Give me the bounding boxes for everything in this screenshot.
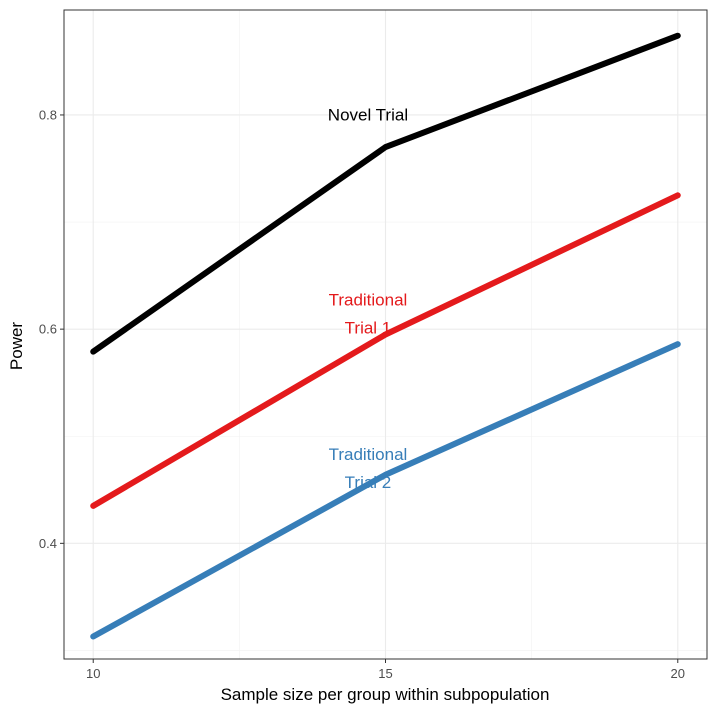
y-tick-label: 0.4 [39,536,57,551]
series-lines [90,32,681,640]
series-label-1: Novel Trial [328,105,408,124]
x-tick-label: 20 [671,666,685,681]
grid-layer [64,10,707,659]
series-label-2: Trial 1 [345,319,392,338]
series-label-2: Traditional [329,291,408,310]
x-tick-label: 15 [378,666,392,681]
y-tick-label: 0.8 [39,107,57,122]
x-tick-label: 10 [86,666,100,681]
series-line-3 [90,341,681,640]
series-line-2 [90,192,681,509]
series-label-3: Trial 2 [345,473,392,492]
series-annotations: Novel Trial Traditional Trial 1 Traditional… [328,105,408,491]
y-tick-label: 0.6 [39,322,57,337]
x-axis-title: Sample size per group within subpopulati… [221,685,550,704]
y-axis-title: Power [7,322,26,371]
series-line-1 [90,32,681,355]
axis-ticks: 10 15 20 0.4 0.6 0.8 [39,107,685,681]
series-label-3: Traditional [329,445,408,464]
